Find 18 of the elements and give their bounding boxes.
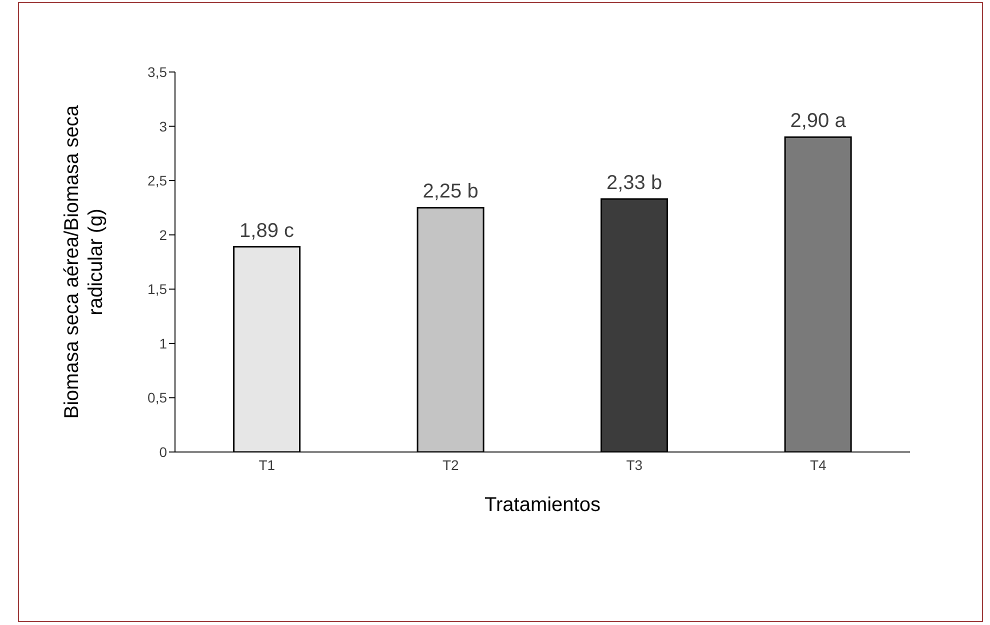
y-axis-title: Biomasa seca aérea/Biomasa seca radicular (g)	[61, 104, 107, 419]
x-tick-label: T1	[258, 456, 276, 473]
data-label: 2,25 b	[422, 180, 478, 203]
y-tick-label: 2	[159, 226, 168, 243]
y-tick-label: 2,5	[148, 172, 168, 189]
x-tick-label: T4	[810, 456, 827, 473]
y-tick-label: 3	[159, 118, 168, 134]
x-axis-title: Tratamientos	[484, 494, 600, 516]
y-tick-label: 0,5	[148, 390, 168, 406]
y-tick-label: 1,5	[148, 281, 168, 298]
y-tick-label: 3,5	[148, 64, 168, 80]
y-tick-label: 0	[159, 444, 168, 460]
data-label: 2,90 a	[790, 110, 847, 132]
y-tick-label: 1	[159, 335, 168, 352]
x-tick-label: T2	[442, 456, 460, 473]
x-tick-label: T3	[626, 456, 643, 473]
data-label: 2,33 b	[606, 172, 662, 194]
data-label: 1,89 c	[240, 220, 294, 242]
